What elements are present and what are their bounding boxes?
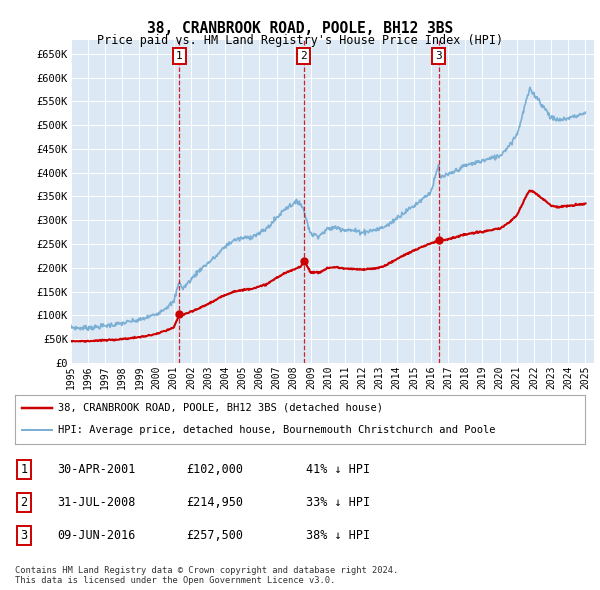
Text: 33% ↓ HPI: 33% ↓ HPI [306, 496, 370, 509]
Text: HPI: Average price, detached house, Bournemouth Christchurch and Poole: HPI: Average price, detached house, Bour… [58, 425, 495, 435]
Text: 38% ↓ HPI: 38% ↓ HPI [306, 529, 370, 542]
Text: 2: 2 [20, 496, 28, 509]
Text: Contains HM Land Registry data © Crown copyright and database right 2024.
This d: Contains HM Land Registry data © Crown c… [15, 566, 398, 585]
Text: 38, CRANBROOK ROAD, POOLE, BH12 3BS: 38, CRANBROOK ROAD, POOLE, BH12 3BS [147, 21, 453, 35]
Text: 31-JUL-2008: 31-JUL-2008 [57, 496, 136, 509]
Text: £102,000: £102,000 [186, 463, 243, 476]
Text: 3: 3 [20, 529, 28, 542]
Text: 41% ↓ HPI: 41% ↓ HPI [306, 463, 370, 476]
Text: 30-APR-2001: 30-APR-2001 [57, 463, 136, 476]
Text: 09-JUN-2016: 09-JUN-2016 [57, 529, 136, 542]
Text: £257,500: £257,500 [186, 529, 243, 542]
Text: 1: 1 [20, 463, 28, 476]
Text: 2: 2 [301, 51, 307, 61]
Text: 1: 1 [176, 51, 183, 61]
Text: £214,950: £214,950 [186, 496, 243, 509]
Text: 38, CRANBROOK ROAD, POOLE, BH12 3BS (detached house): 38, CRANBROOK ROAD, POOLE, BH12 3BS (det… [58, 403, 383, 413]
Text: 3: 3 [435, 51, 442, 61]
Text: Price paid vs. HM Land Registry's House Price Index (HPI): Price paid vs. HM Land Registry's House … [97, 34, 503, 47]
